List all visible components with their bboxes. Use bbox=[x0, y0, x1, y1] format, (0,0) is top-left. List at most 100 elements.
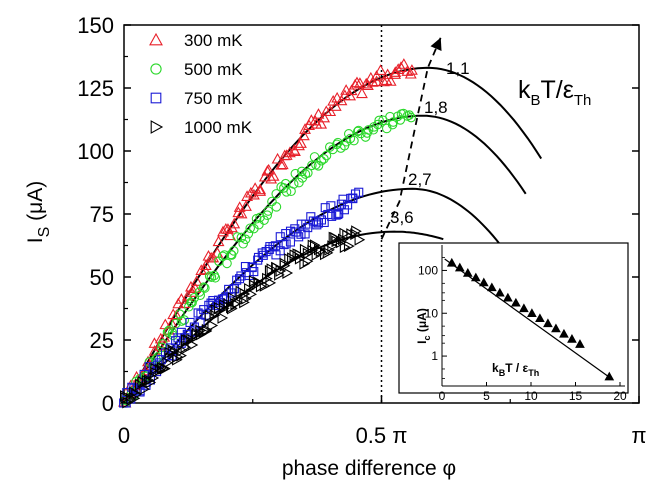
data-point bbox=[240, 234, 251, 245]
data-point bbox=[326, 201, 336, 211]
arrow-head bbox=[430, 37, 442, 51]
inset-point bbox=[446, 257, 457, 267]
curve-label: 2,7 bbox=[408, 170, 432, 189]
data-point bbox=[254, 185, 267, 196]
data-point bbox=[319, 217, 329, 228]
data-point bbox=[303, 223, 313, 233]
y-tick-label: 50 bbox=[90, 265, 114, 290]
data-point bbox=[120, 392, 132, 404]
inset-x-tick-label: 15 bbox=[569, 389, 583, 403]
data-point bbox=[343, 240, 355, 253]
inset-x-tick-label: 20 bbox=[613, 389, 627, 403]
data-point bbox=[313, 160, 324, 171]
data-point bbox=[281, 187, 292, 197]
data-point bbox=[302, 255, 314, 268]
curve-labels: 1,1 1,8 2,7 3,6 bbox=[390, 59, 470, 227]
data-point bbox=[318, 111, 331, 123]
data-point bbox=[331, 210, 341, 220]
data-point bbox=[247, 188, 260, 200]
data-point bbox=[381, 123, 392, 134]
data-point bbox=[195, 290, 206, 301]
data-point bbox=[351, 76, 363, 88]
data-point bbox=[270, 241, 280, 251]
data-point bbox=[299, 123, 311, 134]
data-point bbox=[395, 115, 406, 125]
inset-point bbox=[511, 297, 521, 307]
data-point bbox=[170, 318, 181, 329]
data-point bbox=[217, 225, 229, 237]
data-point bbox=[336, 199, 346, 209]
data-point bbox=[351, 225, 362, 238]
series-300-mk bbox=[118, 58, 418, 408]
y-tick-label: 125 bbox=[77, 76, 114, 101]
data-point bbox=[294, 232, 304, 242]
legend-label: 750 mK bbox=[184, 89, 243, 108]
data-point bbox=[224, 229, 236, 241]
inset-x-title: kBT / εTh bbox=[492, 361, 539, 378]
data-point bbox=[254, 183, 267, 195]
data-point bbox=[331, 91, 344, 103]
data-point bbox=[139, 383, 151, 396]
data-point bbox=[187, 339, 199, 351]
inset-tick-labels: 0 5 10 15 20 1 10 100 bbox=[418, 263, 627, 403]
data-point bbox=[320, 203, 330, 213]
data-point bbox=[361, 79, 374, 91]
data-point bbox=[212, 235, 225, 247]
data-point bbox=[259, 279, 271, 292]
data-point bbox=[329, 100, 342, 111]
curve-label: 3,6 bbox=[390, 208, 414, 227]
data-point bbox=[395, 61, 407, 72]
data-point bbox=[129, 392, 141, 405]
data-point bbox=[145, 376, 157, 389]
data-point bbox=[241, 190, 254, 201]
inset-point bbox=[535, 313, 545, 323]
inset-point bbox=[527, 308, 537, 317]
data-point bbox=[227, 302, 238, 315]
data-point bbox=[363, 125, 374, 135]
data-point bbox=[228, 246, 239, 256]
inset-point bbox=[486, 282, 497, 292]
data-point bbox=[280, 149, 293, 160]
inset-y-title: Ic (μA) bbox=[415, 308, 432, 344]
data-point bbox=[207, 319, 219, 332]
legend-marker bbox=[150, 120, 164, 134]
data-point bbox=[307, 239, 319, 252]
data-point bbox=[200, 283, 210, 293]
data-point bbox=[229, 284, 240, 294]
data-point bbox=[324, 243, 335, 256]
legend-marker bbox=[150, 63, 162, 75]
x-tick-label: 0 bbox=[118, 423, 130, 448]
data-point bbox=[243, 228, 254, 239]
data-point bbox=[324, 105, 337, 117]
data-point bbox=[312, 108, 325, 119]
data-point bbox=[287, 252, 298, 265]
inset-y-tick-label: 1 bbox=[431, 349, 438, 363]
legend-entry: 750 mK bbox=[150, 89, 243, 108]
inset-axis-ticks bbox=[441, 245, 625, 387]
data-point bbox=[171, 336, 181, 346]
y-tick-label: 25 bbox=[90, 328, 114, 353]
theory-curve bbox=[123, 230, 444, 404]
data-point bbox=[295, 137, 307, 148]
dashed-arrow bbox=[380, 37, 442, 240]
inset-point bbox=[604, 371, 615, 381]
data-point bbox=[285, 237, 296, 247]
data-point bbox=[354, 233, 366, 246]
data-point bbox=[321, 150, 332, 161]
data-point bbox=[263, 206, 274, 216]
data-point bbox=[228, 217, 241, 229]
data-point bbox=[258, 170, 271, 182]
data-point bbox=[333, 209, 343, 220]
data-point bbox=[261, 164, 274, 176]
data-point bbox=[129, 386, 140, 399]
data-point bbox=[222, 258, 232, 269]
data-point bbox=[204, 271, 215, 282]
inset-x-tick-label: 10 bbox=[524, 389, 538, 403]
data-point bbox=[122, 396, 133, 409]
data-point bbox=[162, 356, 174, 369]
data-point bbox=[219, 250, 230, 260]
data-point bbox=[279, 240, 289, 250]
data-point bbox=[211, 304, 222, 316]
data-point bbox=[300, 229, 310, 239]
